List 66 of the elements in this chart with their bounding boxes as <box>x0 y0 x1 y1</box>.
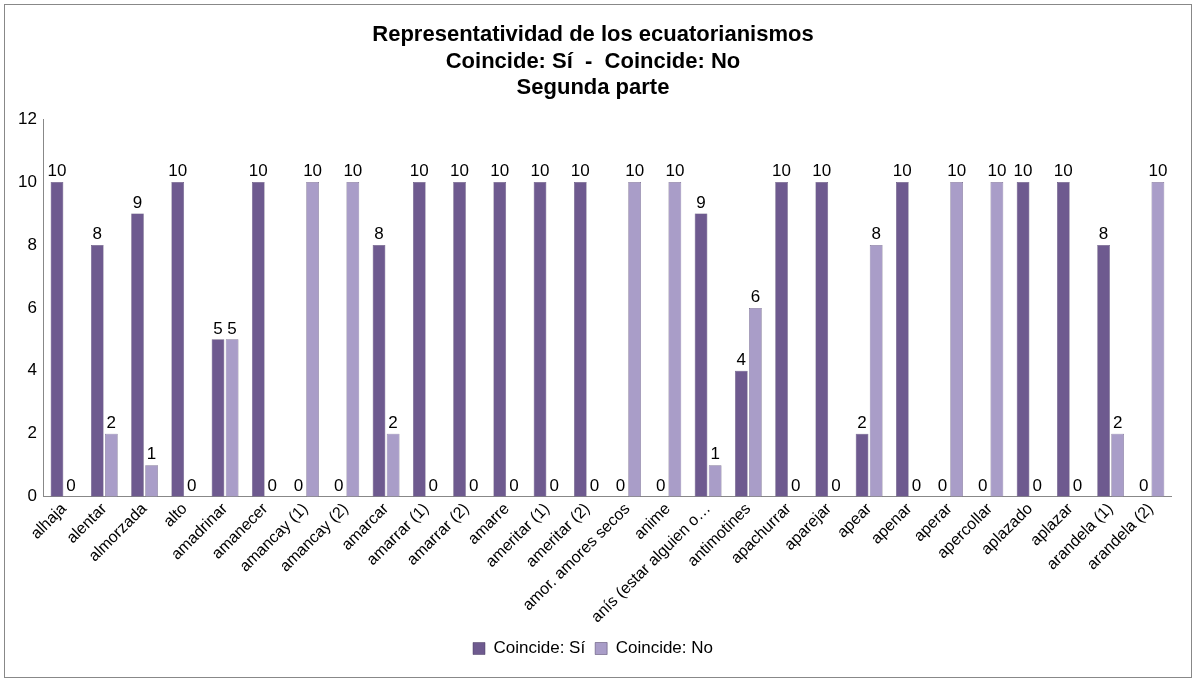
y-tick-label: 10 <box>17 171 37 191</box>
data-label: 10 <box>987 161 1007 181</box>
data-label: 0 <box>615 475 626 495</box>
data-label: 1 <box>146 444 157 464</box>
data-label: 10 <box>570 161 590 181</box>
data-label: 5 <box>227 318 237 338</box>
legend-label: Coincide: Sí <box>493 638 586 658</box>
data-label: 8 <box>92 224 102 244</box>
data-label: 2 <box>857 412 867 432</box>
data-label: 0 <box>978 475 988 495</box>
data-label: 0 <box>1139 475 1149 495</box>
data-label: 10 <box>490 161 510 181</box>
data-label: 6 <box>750 287 761 307</box>
data-label: 10 <box>625 161 645 181</box>
data-label: 0 <box>293 475 304 495</box>
data-label: 10 <box>168 161 188 181</box>
data-label: 2 <box>1112 412 1123 432</box>
data-label: 4 <box>736 349 747 369</box>
y-tick-label: 4 <box>27 360 37 380</box>
data-label: 9 <box>132 192 143 212</box>
data-label: 0 <box>187 475 197 495</box>
data-label: 10 <box>530 161 550 181</box>
data-label: 10 <box>772 161 792 181</box>
y-tick-label: 8 <box>27 234 37 254</box>
data-label: 8 <box>1098 224 1109 244</box>
data-label: 10 <box>248 161 268 181</box>
data-label: 0 <box>589 475 600 495</box>
data-label: 10 <box>892 161 912 181</box>
y-tick-label: 12 <box>17 108 37 128</box>
chart-title: Representatividad de los ecuatorianismos Coincide: Sí - Coincide: No Segunda parte <box>372 21 814 100</box>
data-label: 10 <box>947 161 967 181</box>
data-label: 10 <box>1053 161 1073 181</box>
y-tick-label: 6 <box>27 297 37 317</box>
data-label: 5 <box>213 318 223 338</box>
data-label: 0 <box>1072 475 1083 495</box>
data-label: 10 <box>343 161 363 181</box>
y-tick-label: 0 <box>27 486 37 506</box>
data-label: 9 <box>696 192 706 212</box>
data-label: 0 <box>549 475 559 495</box>
data-label: 0 <box>937 475 948 495</box>
data-label: 10 <box>409 161 429 181</box>
data-label: 0 <box>66 475 76 495</box>
data-label: 0 <box>468 475 479 495</box>
y-tick-label: 2 <box>27 423 37 443</box>
data-label: 10 <box>665 161 685 181</box>
data-label: 8 <box>871 224 881 244</box>
data-label: 10 <box>1013 161 1033 181</box>
data-label: 2 <box>106 412 117 432</box>
data-label: 10 <box>450 161 469 181</box>
data-label: 10 <box>47 161 67 181</box>
data-label: 0 <box>267 475 278 495</box>
data-label: 0 <box>790 475 801 495</box>
data-label: 0 <box>656 475 666 495</box>
data-label: 10 <box>303 161 323 181</box>
data-label: 10 <box>812 161 832 181</box>
data-label: 2 <box>388 412 398 432</box>
data-label: 0 <box>334 475 344 495</box>
data-label: 0 <box>831 475 841 495</box>
data-label: 0 <box>428 475 439 495</box>
legend-label: Coincide: No <box>615 638 713 658</box>
data-label: 0 <box>1032 475 1042 495</box>
data-label: 0 <box>509 475 519 495</box>
data-label: 1 <box>710 444 720 464</box>
data-label: 8 <box>374 224 384 244</box>
data-label: 10 <box>1148 161 1168 181</box>
data-label: 0 <box>911 475 922 495</box>
